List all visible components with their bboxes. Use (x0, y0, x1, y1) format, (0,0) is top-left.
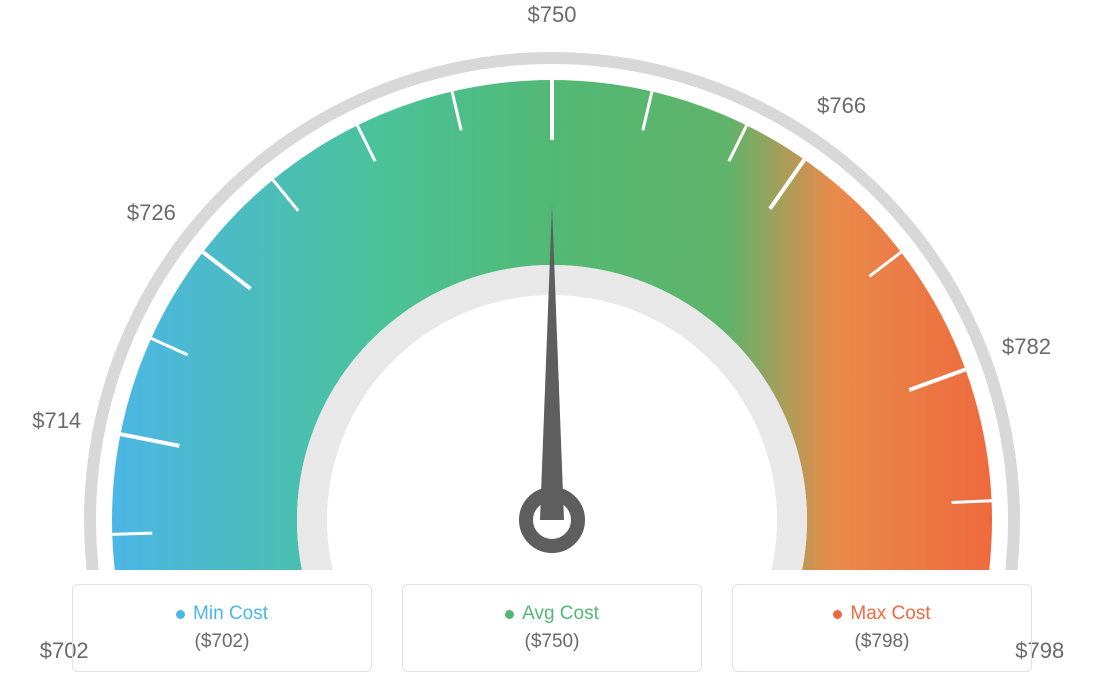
gauge-tick-label: $726 (127, 200, 176, 226)
legend-card-min: Min Cost ($702) (72, 584, 372, 672)
gauge-tick-label: $714 (32, 408, 81, 434)
legend-value-max: ($798) (855, 631, 910, 653)
dot-min (176, 610, 185, 619)
dot-avg (505, 610, 514, 619)
cost-gauge: $702$714$726$750$766$782$798 (42, 0, 1062, 570)
gauge-tick-label: $750 (528, 2, 577, 28)
gauge-tick-label: $782 (1002, 334, 1051, 360)
legend-label-min: Min Cost (193, 603, 268, 625)
gauge-tick-label: $766 (817, 93, 866, 119)
legend-value-min: ($702) (195, 631, 250, 653)
legend-row: Min Cost ($702) Avg Cost ($750) Max Cost… (72, 584, 1032, 672)
legend-card-max: Max Cost ($798) (732, 584, 1032, 672)
dot-max (833, 610, 842, 619)
legend-label-max: Max Cost (850, 603, 930, 625)
legend-card-avg: Avg Cost ($750) (402, 584, 702, 672)
legend-label-avg: Avg Cost (522, 603, 599, 625)
legend-value-avg: ($750) (525, 631, 580, 653)
gauge-svg (42, 0, 1062, 570)
